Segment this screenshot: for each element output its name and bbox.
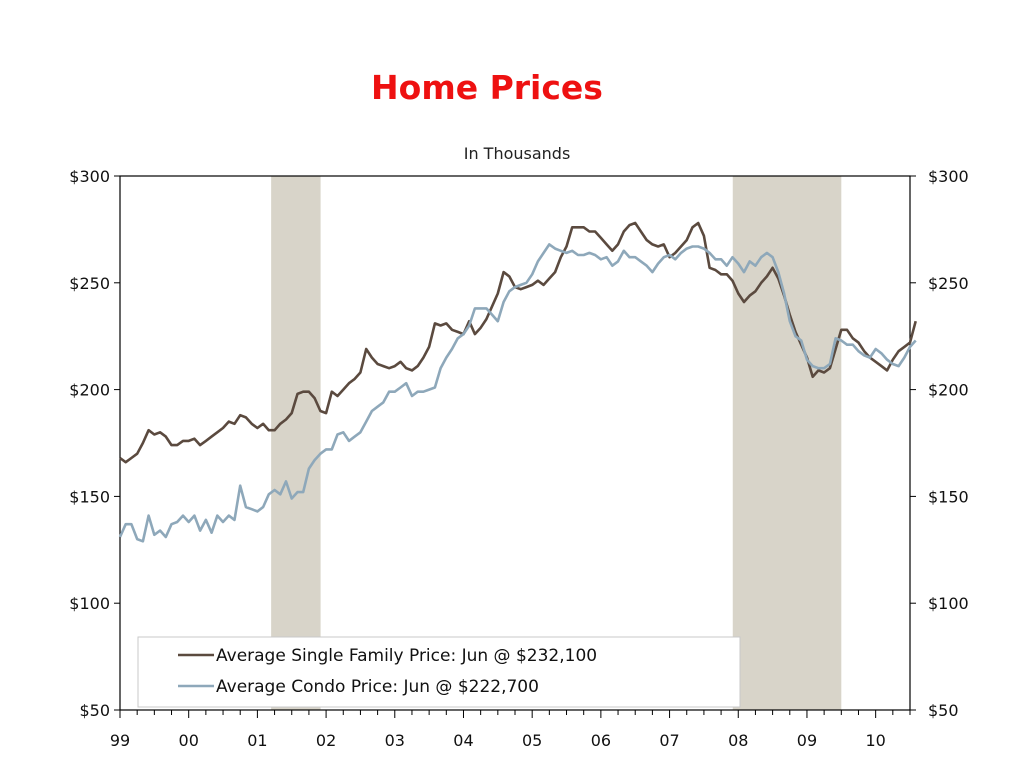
x-tick-label: 03 (385, 731, 405, 750)
y-tick-label-left: $250 (69, 274, 110, 293)
x-tick-label: 09 (797, 731, 817, 750)
legend-label-0: Average Single Family Price: Jun @ $232,… (216, 646, 597, 666)
x-tick-label: 01 (247, 731, 267, 750)
axes: $50 $50 $100 $100 $150 $150 $200 $200 $250 $250 $3… (69, 167, 968, 750)
x-tick-label: 99 (110, 731, 130, 750)
x-tick-label: 08 (728, 731, 748, 750)
legend: Average Single Family Price: Jun @ $232,… (137, 636, 741, 708)
y-tick-label-right: $100 (928, 594, 969, 613)
recession-band-1 (732, 176, 842, 710)
y-tick-label-left: $200 (69, 381, 110, 400)
y-tick-label-left: $100 (69, 594, 110, 613)
recession-band-0 (271, 176, 321, 710)
x-tick-label: 04 (453, 731, 473, 750)
series-line-1 (118, 243, 917, 543)
series-lines (118, 221, 917, 543)
y-tick-label-left: $150 (69, 487, 110, 506)
y-tick-label-left: $300 (69, 167, 110, 186)
x-tick-label: 06 (591, 731, 611, 750)
x-tick-label: 00 (179, 731, 199, 750)
slide-title: Home Prices (371, 68, 603, 107)
y-tick-label-right: $50 (928, 701, 959, 720)
y-tick-label-left: $50 (79, 701, 110, 720)
legend-box (137, 636, 741, 708)
x-tick-label: 05 (522, 731, 542, 750)
y-tick-label-right: $150 (928, 487, 969, 506)
recession-bands (271, 176, 842, 710)
chart-subtitle: In Thousands (463, 144, 571, 163)
y-tick-label-right: $250 (928, 274, 969, 293)
legend-label-1: Average Condo Price: Jun @ $222,700 (216, 677, 539, 697)
x-tick-label: 10 (865, 731, 885, 750)
y-tick-label-right: $300 (928, 167, 969, 186)
y-tick-label-right: $200 (928, 381, 969, 400)
x-tick-label: 07 (659, 731, 679, 750)
x-tick-label: 02 (316, 731, 336, 750)
